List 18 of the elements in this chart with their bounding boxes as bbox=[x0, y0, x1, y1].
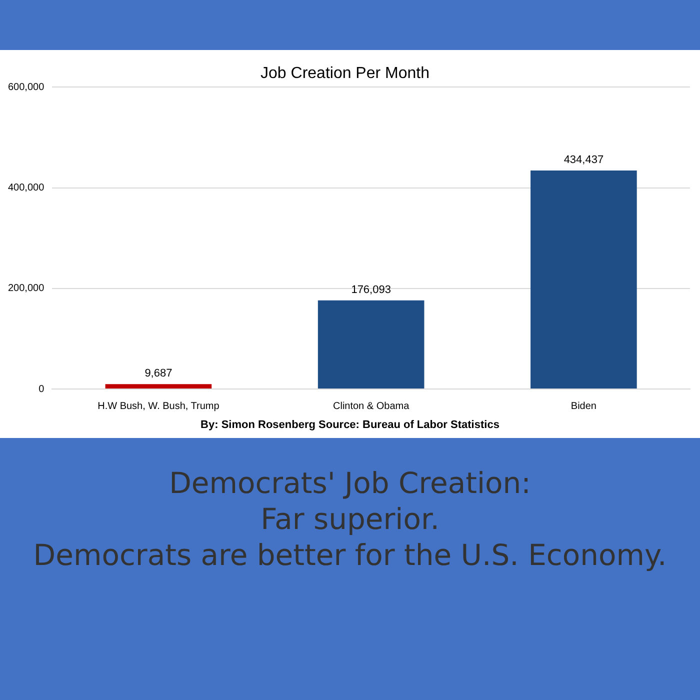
y-tick-label: 600,000 bbox=[8, 82, 45, 93]
bar bbox=[318, 300, 424, 388]
text: Democrats are better for the U.S. Economy. bbox=[32, 537, 668, 573]
text: Far superior. bbox=[260, 501, 440, 537]
data-label: 9,687 bbox=[144, 368, 172, 380]
chart-title: Job Creation Per Month bbox=[260, 65, 430, 82]
x-tick-label: Biden bbox=[570, 400, 596, 412]
y-tick-label: 0 bbox=[38, 384, 45, 395]
y-tick-label: 400,000 bbox=[8, 182, 45, 194]
data-label: 176,093 bbox=[351, 284, 391, 296]
bar bbox=[105, 384, 212, 388]
bar bbox=[530, 170, 637, 388]
data-label: 434,437 bbox=[564, 154, 604, 166]
x-tick-label: H.W Bush, W. Bush, Trump bbox=[98, 400, 220, 412]
text: By: Simon Rosenberg Source: Bureau of Labor Statistics bbox=[200, 419, 500, 431]
y-tick-label: 200,000 bbox=[8, 283, 45, 294]
text: Democrats' Job Creation: bbox=[168, 465, 532, 501]
x-tick-label: Clinton & Obama bbox=[332, 400, 410, 412]
